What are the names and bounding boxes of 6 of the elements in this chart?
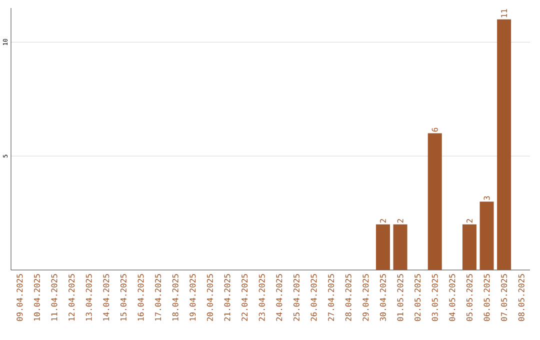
bar [428,133,442,270]
bar [497,19,512,270]
bar [480,202,494,270]
bar [462,224,476,270]
bar [393,224,408,270]
bar [376,224,390,270]
